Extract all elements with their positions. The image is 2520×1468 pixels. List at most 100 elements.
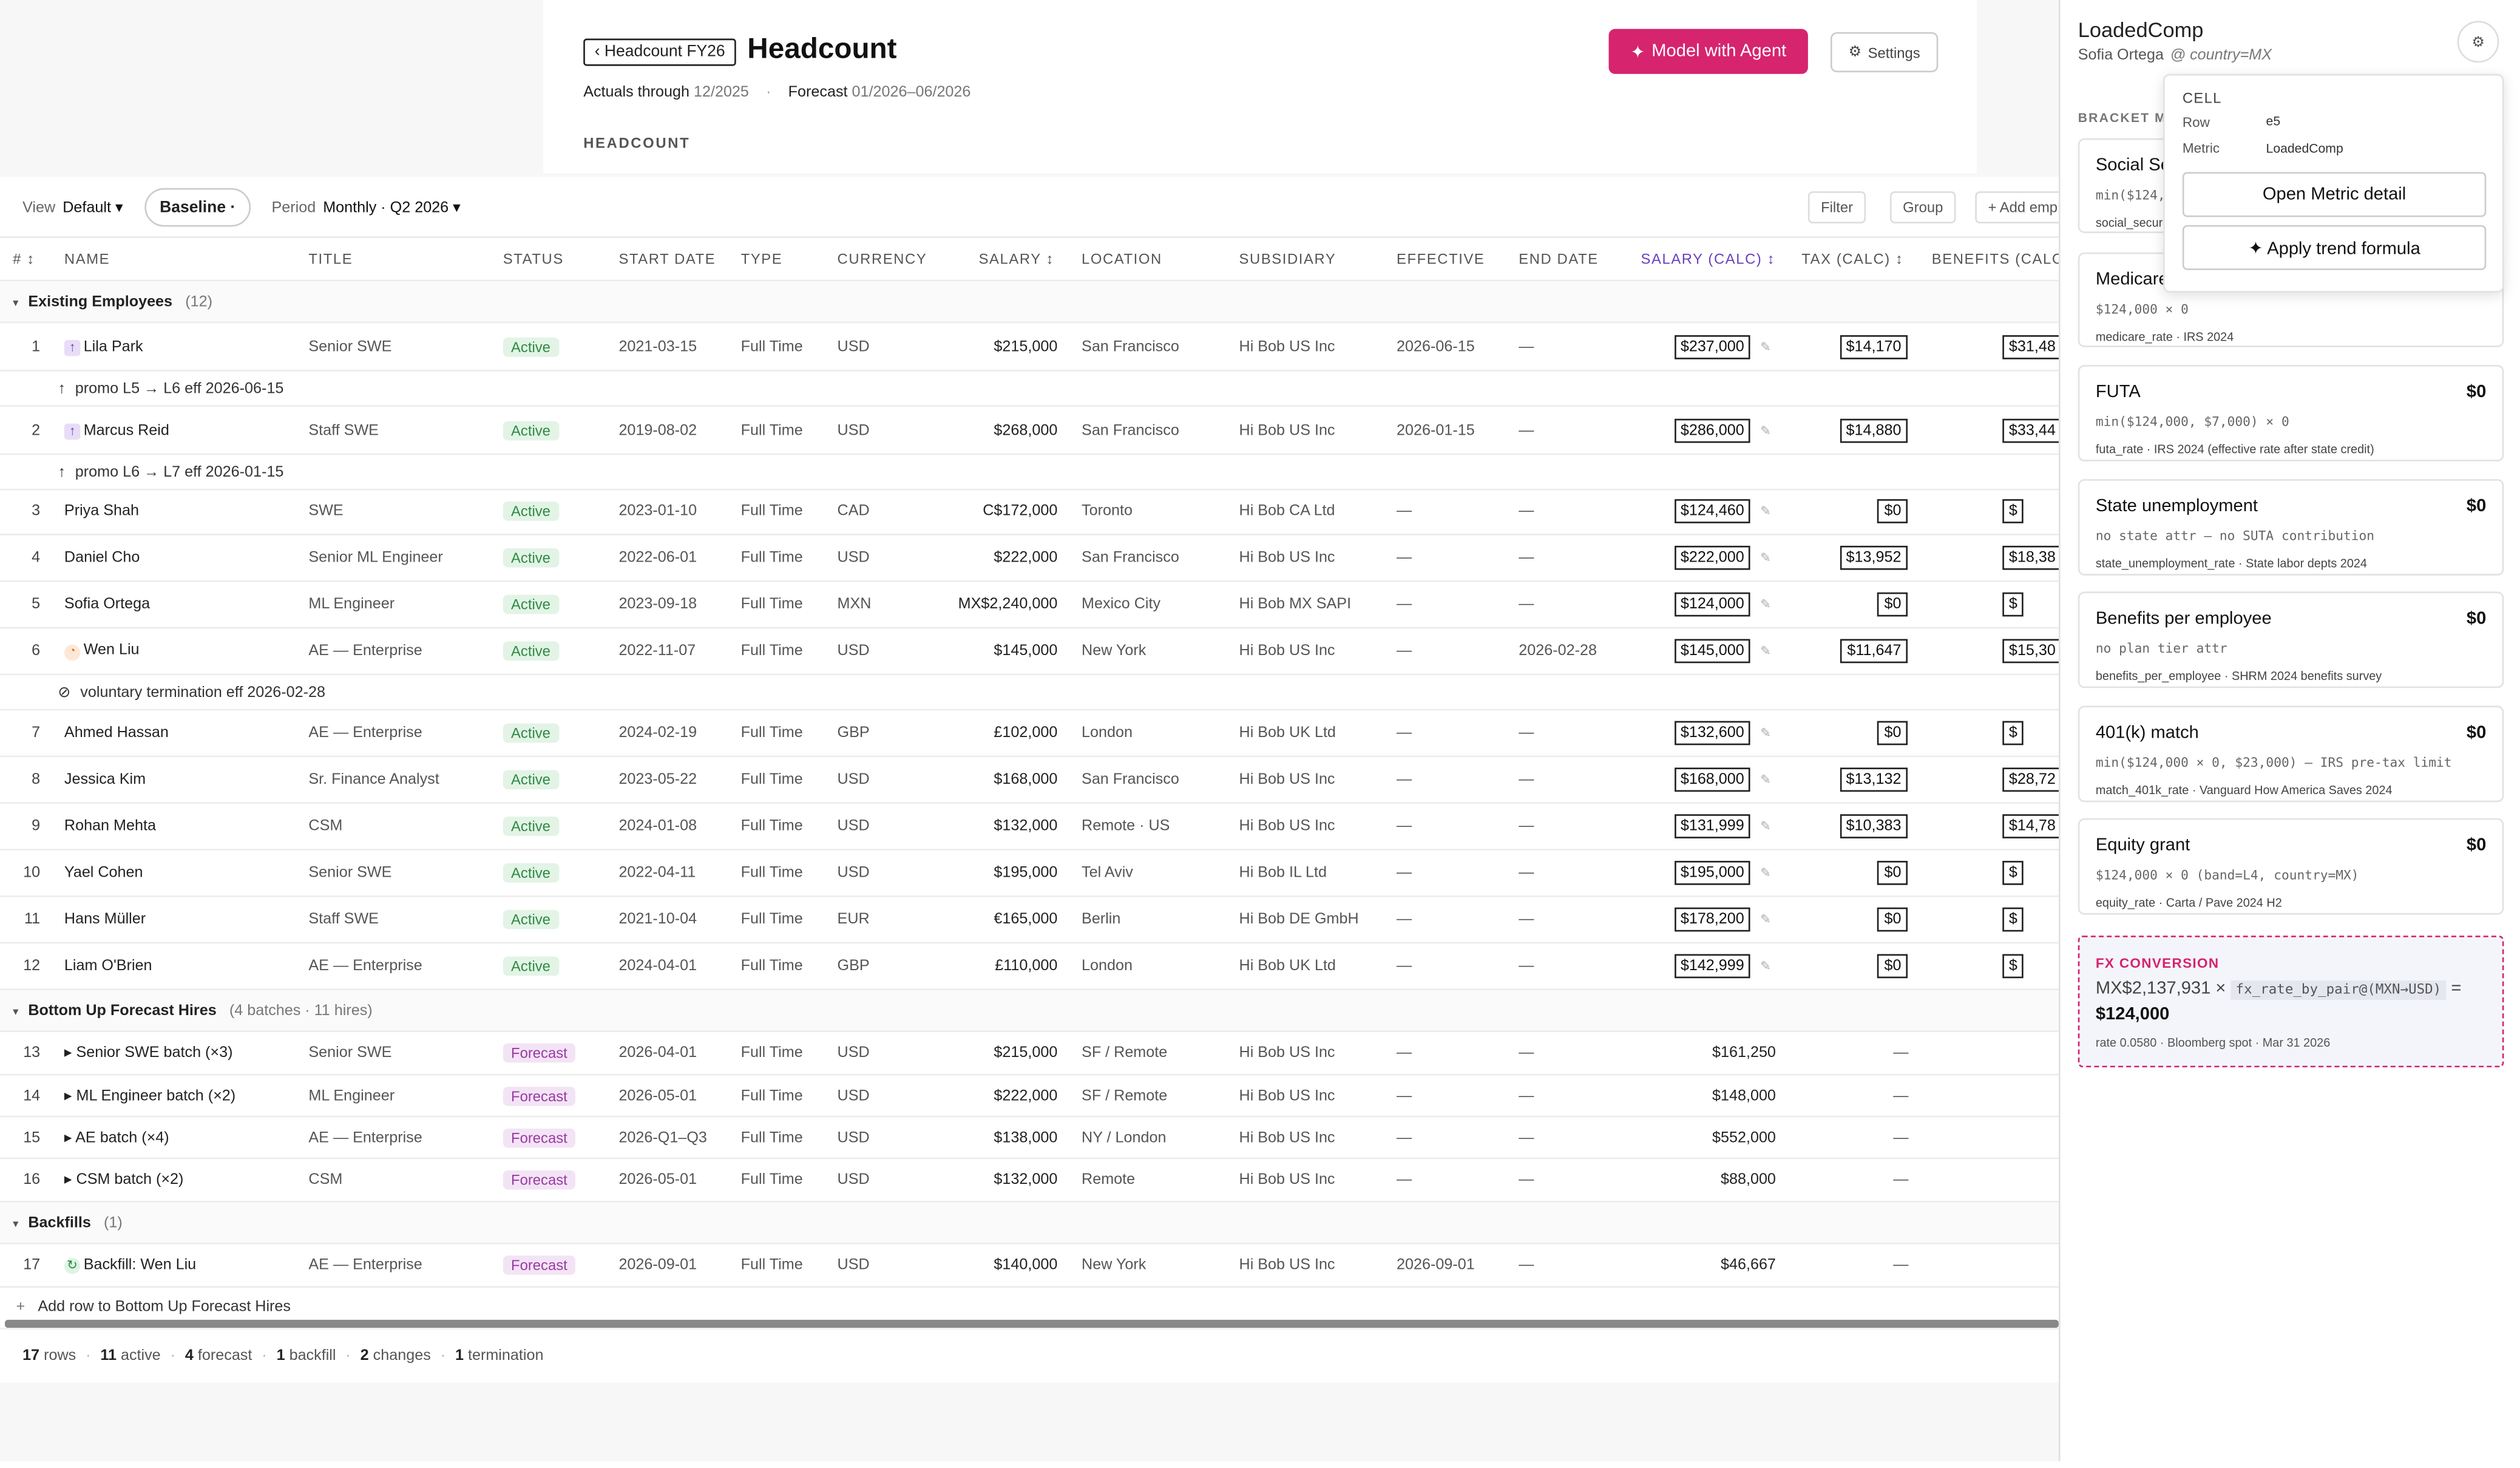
table-row[interactable]: 3 Priya Shah SWE 2023-01-10 Full Time CAD Toro…: [0, 487, 2059, 535]
col-tax-calc[interactable]: TAX (CALC) ↕: [1801, 251, 1904, 267]
col-effective[interactable]: EFFECTIVE: [1397, 251, 1485, 267]
group-row-bottomup[interactable]: ▾ Bottom Up Forecast Hires (4 batches · 11…: [0, 990, 2059, 1032]
employee-name[interactable]: ◔ Wen Liu: [64, 641, 140, 660]
model-with-agent-button[interactable]: ✦ Model with Agent: [1608, 29, 1808, 74]
table-row[interactable]: 12 Liam O'Brien AE — Enterprise 2024-04-01 F…: [0, 942, 2059, 991]
table-row[interactable]: 9 Rohan Mehta CSM 2024-01-08 Full Time USD Rem…: [0, 802, 2059, 851]
salary-calc-cell[interactable]: $237,000 ✎: [1674, 334, 1771, 359]
benefits-calc-value[interactable]: $: [2002, 953, 2024, 977]
col-start-date[interactable]: START DATE: [618, 251, 716, 267]
benefits-calc-cell[interactable]: $14,78: [2002, 813, 2059, 838]
salary-calc-cell[interactable]: $131,999 ✎: [1674, 813, 1771, 838]
table-row[interactable]: 17 ↻ Backfill: Wen Liu AE — Enterprise 2026-…: [0, 1244, 2059, 1288]
employee-name[interactable]: ▸ Senior SWE batch (×3): [64, 1044, 233, 1062]
tax-calc-value[interactable]: $0: [1877, 860, 1908, 885]
table-row[interactable]: 8 Jessica Kim Sr. Finance Analyst 2023-05-2…: [0, 756, 2059, 804]
tax-calc-value[interactable]: $0: [1877, 906, 1908, 931]
pencil-icon[interactable]: ✎: [1760, 549, 1771, 565]
employee-name[interactable]: Liam O'Brien: [64, 957, 152, 974]
tax-calc-cell[interactable]: $0: [1877, 953, 1908, 977]
tax-calc-cell[interactable]: $11,647: [1840, 638, 1908, 662]
table-row[interactable]: 10 Yael Cohen Senior SWE 2022-04-11 Full Tim…: [0, 849, 2059, 897]
col-location[interactable]: LOCATION: [1082, 251, 1162, 267]
table-row[interactable]: 1 ↑ Lila Park Senior SWE 2021-03-15 Full Time…: [0, 323, 2059, 372]
salary-calc-cell[interactable]: $132,600 ✎: [1674, 720, 1771, 744]
table-row[interactable]: 13 ▸ Senior SWE batch (×3) Senior SWE 2026-…: [0, 1032, 2059, 1076]
col-salary[interactable]: SALARY ↕: [978, 251, 1055, 267]
horizontal-scrollbar[interactable]: [4, 1319, 2059, 1328]
group-button[interactable]: Group: [1889, 191, 1956, 224]
employee-name[interactable]: ▸ AE batch (×4): [64, 1129, 169, 1146]
salary-calc-value[interactable]: $195,000: [1674, 860, 1751, 885]
benefits-calc-cell[interactable]: $15,30: [2002, 638, 2059, 662]
benefits-calc-value[interactable]: $15,30: [2002, 638, 2059, 662]
add-employee-button[interactable]: + Add emp: [1975, 191, 2072, 224]
table-row[interactable]: 4 Daniel Cho Senior ML Engineer 2022-06-01 F…: [0, 534, 2059, 582]
employee-name[interactable]: Yael Cohen: [64, 863, 143, 881]
salary-calc-cell[interactable]: $142,999 ✎: [1674, 953, 1771, 977]
pencil-icon[interactable]: ✎: [1760, 911, 1771, 926]
table-row[interactable]: 2 ↑ Marcus Reid Staff SWE 2019-08-02 Full Tim…: [0, 407, 2059, 455]
col-end-date[interactable]: END DATE: [1519, 251, 1599, 267]
tax-calc-cell[interactable]: $13,132: [1839, 767, 1908, 791]
employee-name[interactable]: ↻ Backfill: Wen Liu: [64, 1256, 196, 1274]
salary-calc-value[interactable]: $178,200: [1674, 906, 1751, 931]
tax-calc-value[interactable]: $14,880: [1839, 418, 1908, 443]
benefits-calc-value[interactable]: $28,72: [2002, 767, 2059, 791]
pencil-icon[interactable]: ✎: [1760, 818, 1771, 833]
benefits-calc-value[interactable]: $: [2002, 498, 2024, 523]
tax-calc-cell[interactable]: $13,952: [1839, 545, 1908, 569]
employee-name[interactable]: Ahmed Hassan: [64, 724, 169, 741]
benefits-calc-cell[interactable]: $28,72: [2002, 767, 2059, 791]
chevron-down-icon[interactable]: ▾: [13, 1006, 19, 1018]
benefits-calc-value[interactable]: $14,78: [2002, 813, 2059, 838]
benefits-calc-cell[interactable]: $: [2002, 953, 2024, 977]
tax-calc-value[interactable]: $0: [1877, 591, 1908, 616]
benefits-calc-value[interactable]: $: [2002, 860, 2024, 885]
col-benefits-calc[interactable]: BENEFITS (CALC: [1931, 251, 2059, 267]
salary-calc-value[interactable]: $237,000: [1674, 334, 1751, 359]
pencil-icon[interactable]: ✎: [1760, 958, 1771, 973]
pencil-icon[interactable]: ✎: [1760, 596, 1771, 611]
employee-name[interactable]: Daniel Cho: [64, 548, 140, 566]
employee-name[interactable]: Rohan Mehta: [64, 817, 156, 834]
table-row[interactable]: 15 ▸ AE batch (×4) AE — Enterprise 2026-Q1–…: [0, 1117, 2059, 1160]
employee-name[interactable]: ▸ ML Engineer batch (×2): [64, 1087, 235, 1104]
period-select[interactable]: Monthly · Q2 2026 ▾: [323, 199, 461, 217]
pencil-icon[interactable]: ✎: [1760, 865, 1771, 880]
salary-calc-cell[interactable]: $124,000 ✎: [1674, 591, 1771, 616]
pencil-icon[interactable]: ✎: [1760, 725, 1771, 740]
col-currency[interactable]: CURRENCY: [837, 251, 927, 267]
col-subsidiary[interactable]: SUBSIDIARY: [1239, 251, 1336, 267]
salary-calc-value[interactable]: $124,460: [1674, 498, 1751, 523]
employee-name[interactable]: ▸ CSM batch (×2): [64, 1171, 183, 1189]
tax-calc-value[interactable]: $14,170: [1839, 334, 1908, 359]
benefits-calc-value[interactable]: $33,44: [2002, 418, 2059, 443]
salary-calc-cell[interactable]: $168,000 ✎: [1674, 767, 1771, 791]
employee-name[interactable]: Hans Müller: [64, 910, 146, 928]
salary-calc-value[interactable]: $124,000: [1674, 591, 1751, 616]
salary-calc-value[interactable]: $145,000: [1674, 638, 1751, 662]
benefits-calc-cell[interactable]: $18,38: [2002, 545, 2059, 569]
group-row-existing[interactable]: ▾ Existing Employees (12): [0, 281, 2059, 324]
salary-calc-cell[interactable]: $195,000 ✎: [1674, 860, 1771, 885]
bracket-card[interactable]: State unemployment $0 no state attr — no S…: [2078, 479, 2504, 576]
add-row[interactable]: + Add row to Bottom Up Forecast Hires: [16, 1297, 291, 1315]
salary-calc-value[interactable]: $132,600: [1674, 720, 1751, 744]
bracket-card[interactable]: Equity grant $0 $124,000 × 0 (band=L4, cou…: [2078, 818, 2504, 915]
scenario-pill[interactable]: Baseline ·: [144, 188, 251, 227]
tax-calc-cell[interactable]: $14,170: [1839, 334, 1908, 359]
col-title[interactable]: TITLE: [308, 251, 353, 267]
pencil-icon[interactable]: ✎: [1760, 423, 1771, 438]
benefits-calc-cell[interactable]: $: [2002, 498, 2024, 523]
table-row[interactable]: 11 Hans Müller Staff SWE 2021-10-04 Full Tim…: [0, 895, 2059, 944]
add-row-button[interactable]: + Add row to Bottom Up Forecast Hires: [0, 1288, 2059, 1325]
table-row[interactable]: 5 Sofia Ortega ML Engineer 2023-09-18 Full T…: [0, 580, 2059, 629]
gear-icon[interactable]: ⚙: [2457, 21, 2499, 63]
benefits-calc-value[interactable]: $18,38: [2002, 545, 2059, 569]
benefits-calc-value[interactable]: $: [2002, 720, 2024, 744]
col-type[interactable]: TYPE: [740, 251, 783, 267]
table-row[interactable]: 7 Ahmed Hassan AE — Enterprise 2024-02-19 Fu…: [0, 709, 2059, 758]
salary-calc-cell[interactable]: $222,000 ✎: [1674, 545, 1771, 569]
bracket-card[interactable]: Benefits per employee $0 no plan tier attr…: [2078, 591, 2504, 688]
